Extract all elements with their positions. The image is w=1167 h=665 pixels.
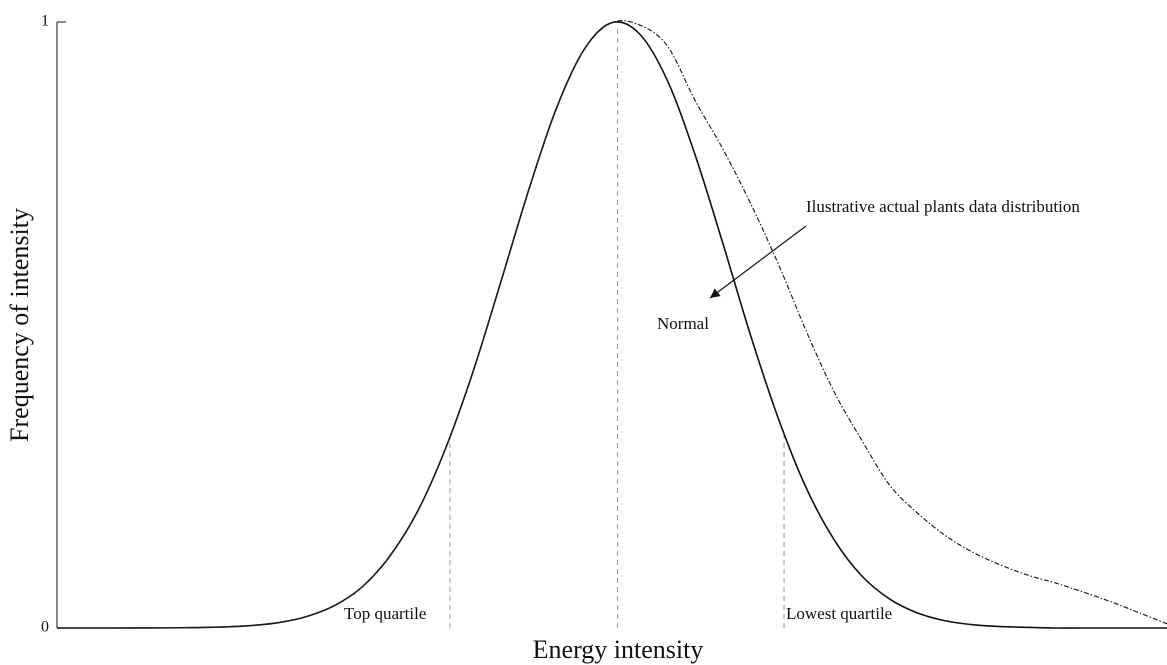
x-axis-label: Energy intensity <box>533 635 704 664</box>
annotation: Normal <box>657 314 709 333</box>
annotation-arrow <box>709 225 807 299</box>
y-axis-label: Frequency of intensity <box>5 208 34 442</box>
annotation: Ilustrative actual plants data distribut… <box>806 197 1080 216</box>
y-tick-label: 0 <box>41 619 49 636</box>
annotation: Lowest quartile <box>786 604 892 623</box>
series-line <box>57 21 1167 629</box>
annotation: Top quartile <box>344 604 426 623</box>
y-tick-label: 1 <box>41 13 49 30</box>
series-line <box>57 19 1167 629</box>
